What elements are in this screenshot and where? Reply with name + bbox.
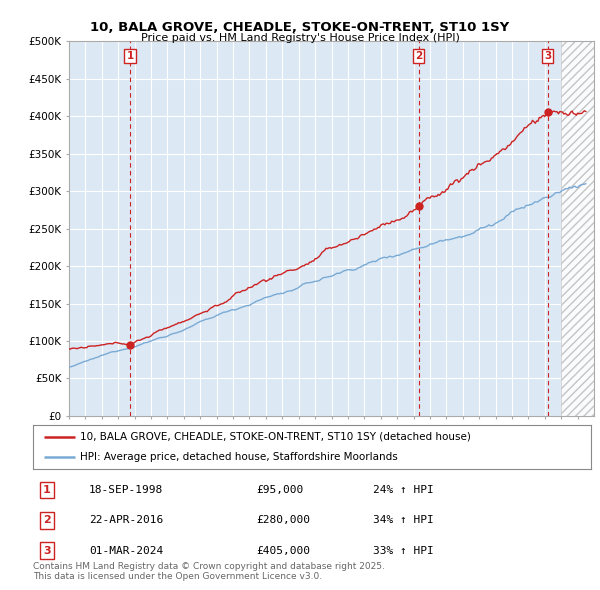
Text: £95,000: £95,000: [256, 485, 304, 495]
Text: £280,000: £280,000: [256, 516, 310, 525]
Text: £405,000: £405,000: [256, 546, 310, 556]
Text: 10, BALA GROVE, CHEADLE, STOKE-ON-TRENT, ST10 1SY (detached house): 10, BALA GROVE, CHEADLE, STOKE-ON-TRENT,…: [80, 432, 472, 442]
Text: 1: 1: [127, 51, 134, 61]
Text: Contains HM Land Registry data © Crown copyright and database right 2025.
This d: Contains HM Land Registry data © Crown c…: [33, 562, 385, 581]
Text: 2: 2: [43, 516, 51, 525]
Text: 01-MAR-2024: 01-MAR-2024: [89, 546, 163, 556]
Text: Price paid vs. HM Land Registry's House Price Index (HPI): Price paid vs. HM Land Registry's House …: [140, 33, 460, 43]
Bar: [561, 41, 594, 416]
Text: 33% ↑ HPI: 33% ↑ HPI: [373, 546, 434, 556]
Text: 24% ↑ HPI: 24% ↑ HPI: [373, 485, 434, 495]
Text: 2: 2: [415, 51, 422, 61]
Text: 10, BALA GROVE, CHEADLE, STOKE-ON-TRENT, ST10 1SY: 10, BALA GROVE, CHEADLE, STOKE-ON-TRENT,…: [91, 21, 509, 34]
Text: 34% ↑ HPI: 34% ↑ HPI: [373, 516, 434, 525]
Text: 22-APR-2016: 22-APR-2016: [89, 516, 163, 525]
Text: 18-SEP-1998: 18-SEP-1998: [89, 485, 163, 495]
Text: HPI: Average price, detached house, Staffordshire Moorlands: HPI: Average price, detached house, Staf…: [80, 452, 398, 462]
Text: 3: 3: [544, 51, 551, 61]
Text: 1: 1: [43, 485, 51, 495]
Text: 3: 3: [43, 546, 51, 556]
